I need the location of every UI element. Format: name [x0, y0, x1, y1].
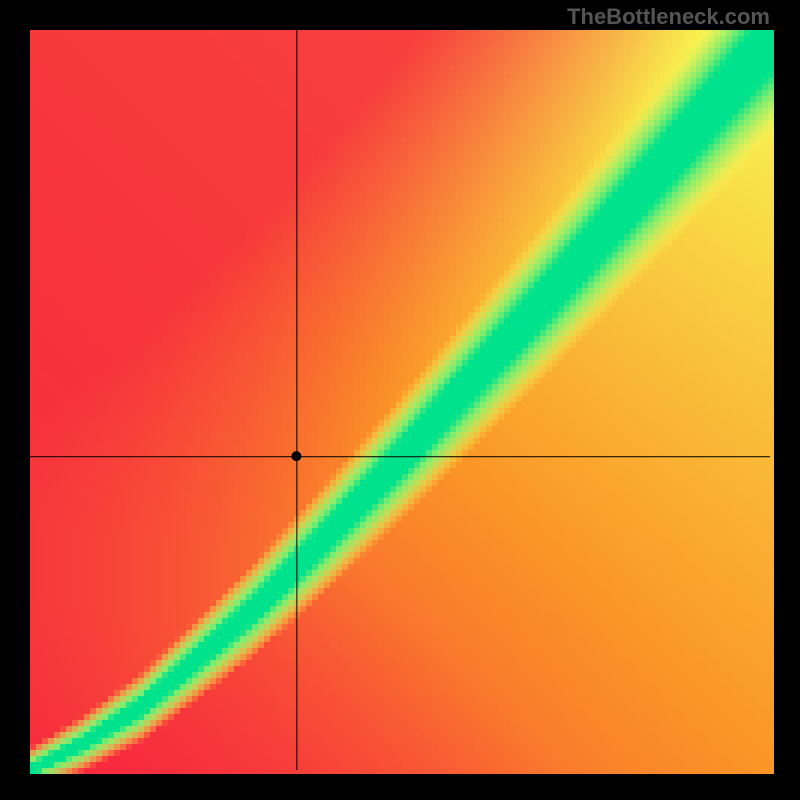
chart-container: TheBottleneck.com [0, 0, 800, 800]
bottleneck-heatmap [0, 0, 800, 800]
watermark-text: TheBottleneck.com [567, 4, 770, 30]
